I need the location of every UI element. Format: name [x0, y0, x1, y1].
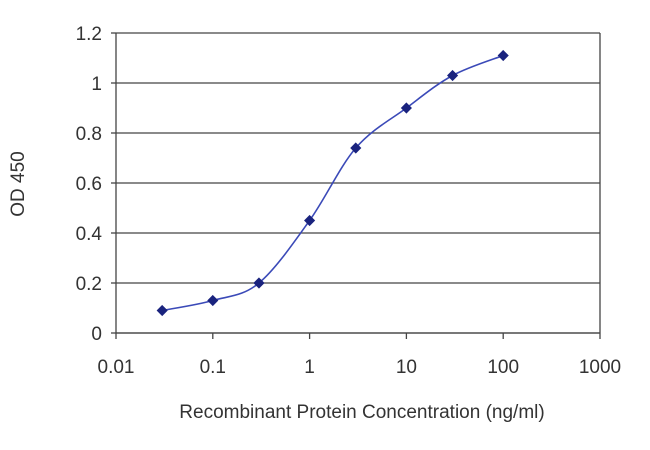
x-tick-label: 10 [396, 357, 417, 378]
y-axis-title: OD 450 [8, 151, 29, 216]
y-tick-label: 1 [91, 74, 102, 95]
x-tick-label: 0.1 [200, 357, 226, 378]
x-tick-label: 0.01 [98, 357, 135, 378]
y-tick-label: 0.2 [76, 274, 102, 295]
data-point [350, 142, 362, 154]
data-point [304, 214, 316, 227]
x-tick-label: 100 [487, 357, 519, 378]
series-layer [156, 49, 509, 317]
data-point [156, 304, 168, 317]
data-point [497, 49, 509, 62]
series-line [162, 54, 504, 312]
y-tick-label: 1.2 [76, 24, 102, 45]
x-axis-title: Recombinant Protein Concentration (ng/ml… [179, 402, 544, 423]
x-tick-label: 1000 [579, 357, 621, 378]
label-layer: Recombinant Protein Concentration (ng/ml… [8, 24, 621, 423]
grid-layer [116, 32, 600, 334]
data-point [253, 277, 265, 289]
data-point [400, 102, 412, 114]
axis-layer [111, 32, 601, 339]
x-tick-label: 1 [304, 357, 315, 378]
data-point [207, 294, 219, 307]
y-tick-label: 0 [91, 324, 102, 345]
y-tick-label: 0.8 [76, 124, 102, 145]
data-point [447, 69, 459, 82]
y-tick-label: 0.6 [76, 174, 102, 195]
y-tick-label: 0.4 [76, 224, 103, 245]
